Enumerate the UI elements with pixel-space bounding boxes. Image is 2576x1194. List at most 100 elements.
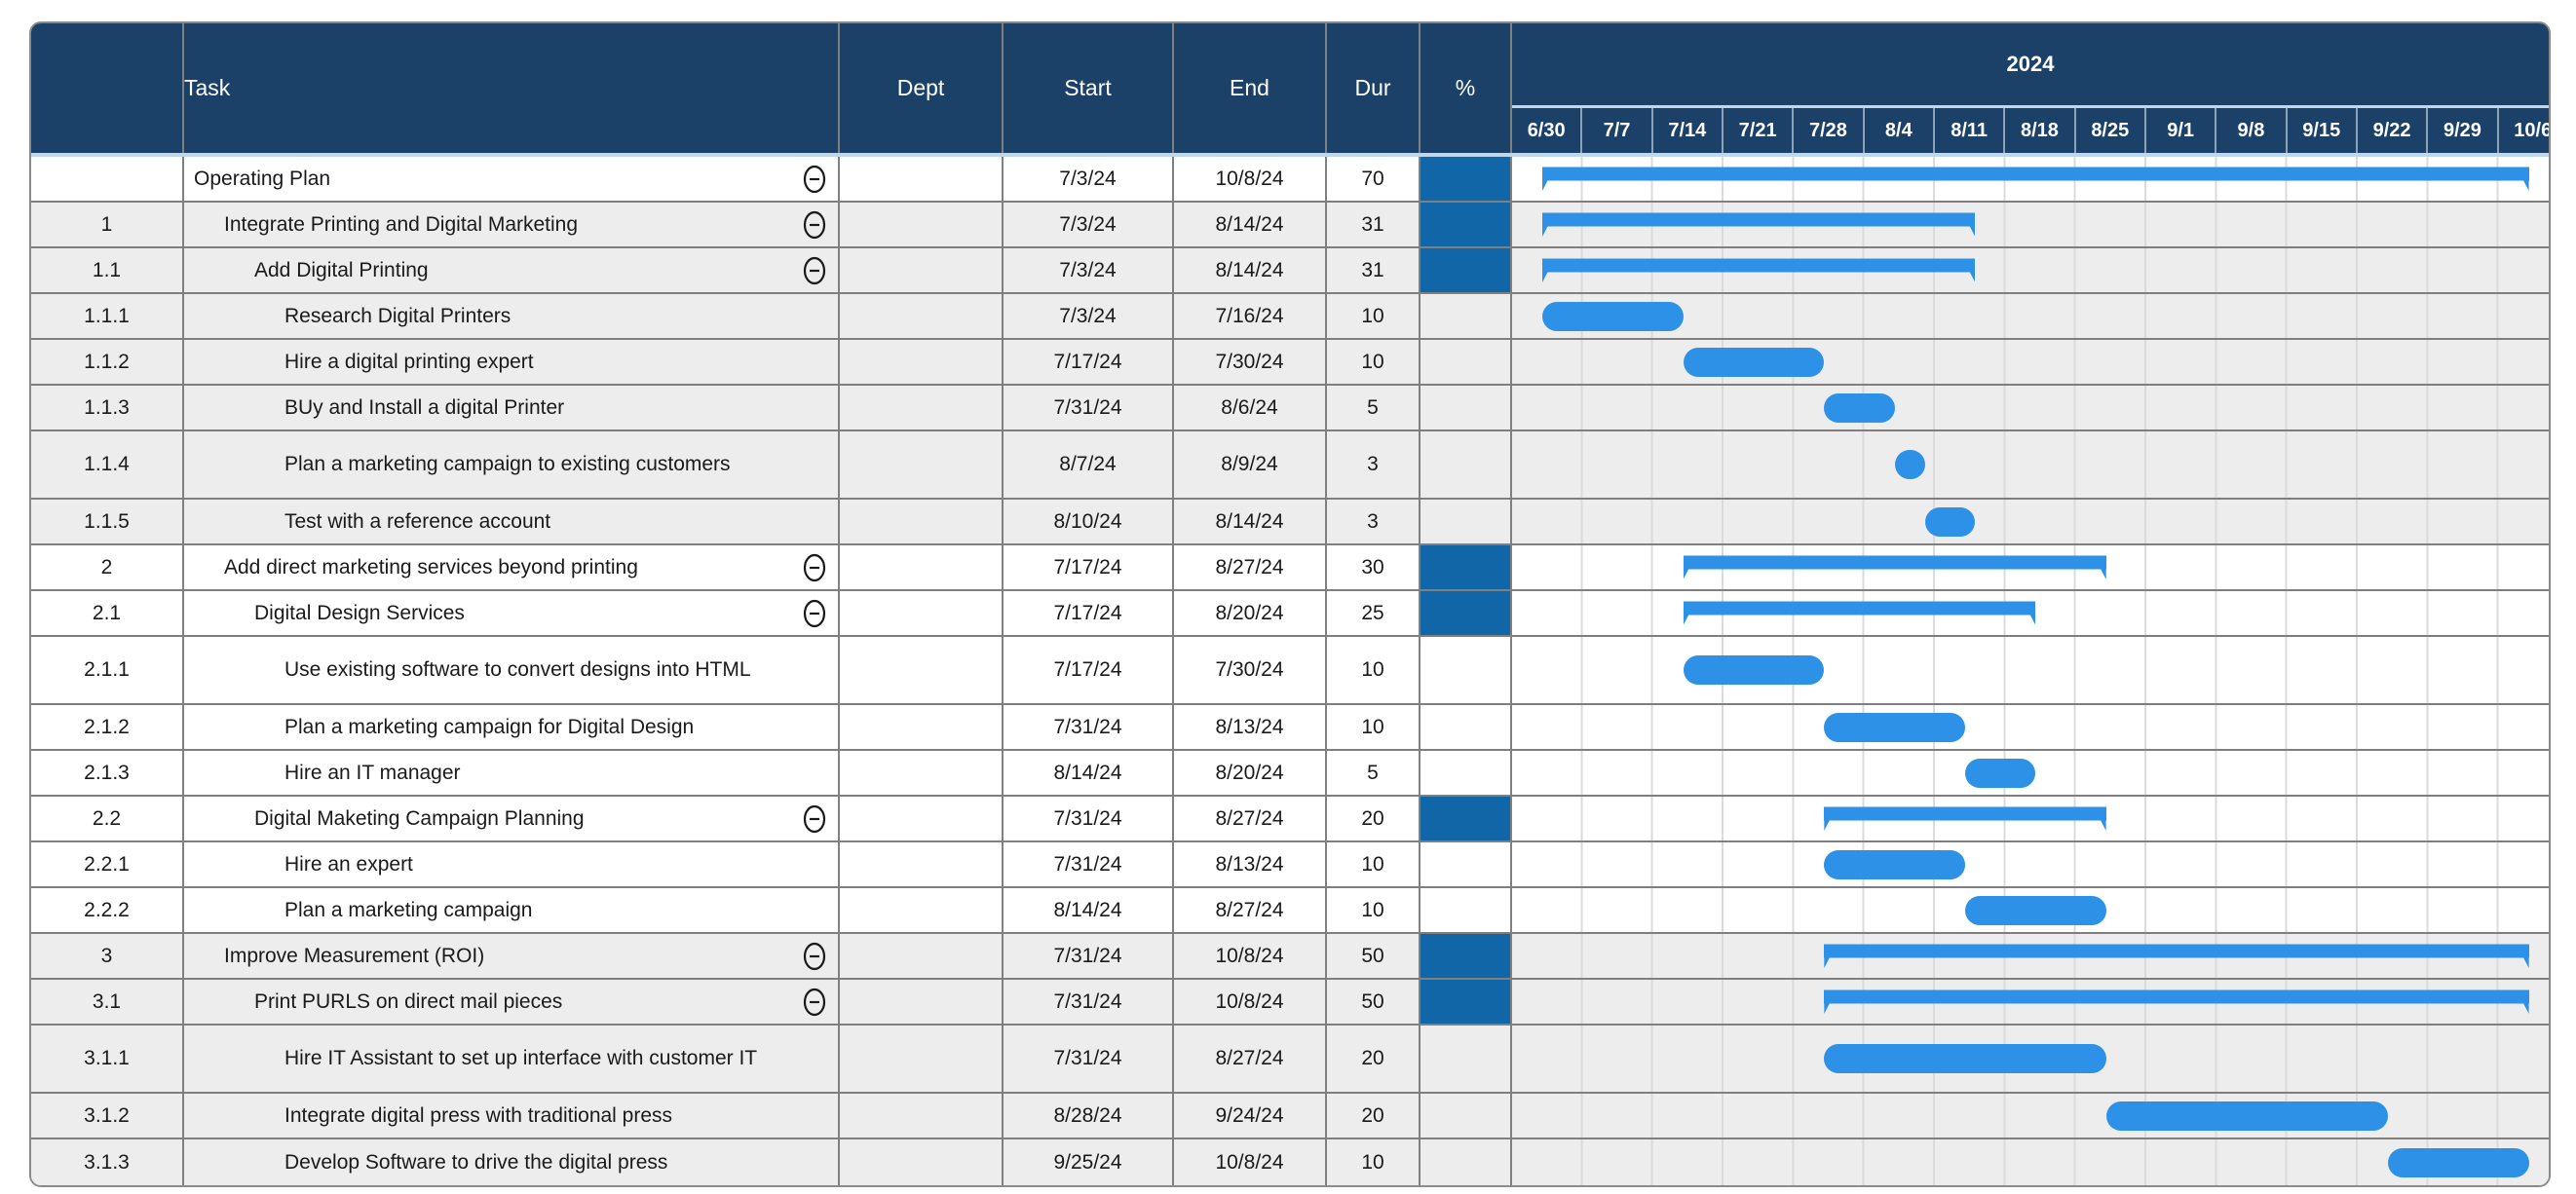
cell-task-id: 2.1.1 [31,637,184,703]
collapse-minus-icon[interactable] [803,942,826,971]
gantt-bar-task[interactable] [1824,849,1965,879]
collapse-minus-icon[interactable] [803,804,826,834]
percent-complete-fill [1421,203,1510,246]
cell-gantt-timeline [1512,637,2549,703]
cell-gantt-timeline [1512,751,2549,795]
table-row: 1.1 Add Digital Printing 7/3/24 8/14/24 … [31,248,2549,294]
cell-end-date: 8/13/24 [1174,705,1327,749]
cell-end-date: 7/16/24 [1174,294,1327,338]
cell-gantt-timeline [1512,1139,2549,1185]
cell-start-date: 7/31/24 [1004,797,1174,840]
gantt-project-table: Task Dept Start End Dur % 2024 6/30 7/7 7/… [29,21,2551,1187]
cell-gantt-timeline [1512,705,2549,749]
task-name-label: Improve Measurement (ROI) [224,944,485,967]
table-row: 3.1.3 Develop Software to drive the digi… [31,1139,2549,1185]
cell-end-date: 8/20/24 [1174,751,1327,795]
gantt-bar-summary[interactable] [1683,555,2106,579]
gantt-bar-task[interactable] [1965,758,2036,788]
gantt-bar-summary[interactable] [1824,806,2106,831]
cell-dept [840,705,1004,749]
cell-start-date: 7/17/24 [1004,545,1174,589]
cell-end-date: 10/8/24 [1174,934,1327,978]
gantt-bar-task[interactable] [1824,392,1895,423]
cell-percent-complete [1421,797,1512,840]
cell-start-date: 7/31/24 [1004,842,1174,886]
gantt-bar-summary[interactable] [1542,258,1976,282]
cell-task-name: Research Digital Printers [184,294,840,338]
cell-gantt-timeline [1512,888,2549,932]
cell-task-id [31,157,184,201]
collapse-minus-icon[interactable] [803,210,826,240]
table-row: 1.1.4 Plan a marketing campaign to exist… [31,431,2549,500]
cell-task-name: Develop Software to drive the digital pr… [184,1139,840,1185]
gantt-bar-summary[interactable] [1542,212,1976,237]
gantt-bar-task[interactable] [1924,506,1976,537]
cell-duration: 20 [1327,1094,1421,1138]
task-name-label: Integrate digital press with traditional… [284,1103,673,1127]
cell-gantt-timeline [1512,980,2549,1024]
gantt-bar-summary[interactable] [1542,167,2529,191]
header-pct: % [1421,23,1512,153]
gantt-bar-task[interactable] [1683,347,1825,377]
cell-start-date: 8/28/24 [1004,1094,1174,1138]
cell-percent-complete [1421,591,1512,635]
cell-end-date: 10/8/24 [1174,1139,1327,1185]
cell-task-name: Plan a marketing campaign [184,888,840,932]
collapse-minus-icon[interactable] [803,165,826,194]
table-row: 2.1 Digital Design Services 7/17/24 8/20… [31,591,2549,637]
cell-gantt-timeline [1512,431,2549,498]
collapse-minus-icon[interactable] [803,599,826,628]
task-name-label: Hire IT Assistant to set up interface wi… [284,1047,758,1069]
cell-dept [840,340,1004,384]
gantt-bar-task[interactable] [1824,1044,2106,1073]
cell-percent-complete [1421,751,1512,795]
week-tick-label: 7/28 [1794,108,1865,153]
cell-duration: 31 [1327,248,1421,292]
week-tick-label: 9/1 [2146,108,2217,153]
cell-duration: 30 [1327,545,1421,589]
cell-percent-complete [1421,545,1512,589]
collapse-minus-icon[interactable] [803,988,826,1017]
cell-task-name: Improve Measurement (ROI) [184,934,840,978]
cell-end-date: 8/20/24 [1174,591,1327,635]
week-tick-label: 8/18 [2005,108,2076,153]
gantt-bar-task[interactable] [2105,1101,2388,1131]
cell-task-id: 1.1.1 [31,294,184,338]
header-dur: Dur [1327,23,1421,153]
week-tick-label: 9/8 [2216,108,2288,153]
task-name-label: BUy and Install a digital Printer [284,395,565,419]
cell-task-id: 2 [31,545,184,589]
gantt-bar-task[interactable] [1542,301,1684,331]
gantt-bar-summary[interactable] [1824,989,2529,1014]
cell-dept [840,842,1004,886]
cell-duration: 25 [1327,591,1421,635]
task-name-label: Integrate Printing and Digital Marketing [224,212,579,236]
cell-task-id: 1.1.2 [31,340,184,384]
summary-bar-body [1542,212,1976,226]
collapse-minus-icon[interactable] [803,553,826,582]
cell-percent-complete [1421,294,1512,338]
table-row: 3.1.1 Hire IT Assistant to set up interf… [31,1026,2549,1094]
cell-start-date: 7/3/24 [1004,203,1174,246]
percent-complete-fill [1421,934,1510,978]
summary-bar-body [1542,258,1976,272]
cell-gantt-timeline [1512,1094,2549,1138]
table-row: 1.1.2 Hire a digital printing expert 7/1… [31,340,2549,386]
cell-end-date: 8/27/24 [1174,545,1327,589]
gantt-bar-task[interactable] [1683,655,1825,685]
gantt-bar-task[interactable] [1965,895,2106,925]
collapse-minus-icon[interactable] [803,256,826,285]
gantt-bar-task[interactable] [1824,712,1965,742]
table-row: 3.1 Print PURLS on direct mail pieces 7/… [31,980,2549,1026]
gantt-bar-summary[interactable] [1824,944,2529,968]
cell-dept [840,203,1004,246]
gantt-bar-summary[interactable] [1683,601,2036,625]
cell-start-date: 7/3/24 [1004,248,1174,292]
gantt-bar-task[interactable] [1894,450,1925,479]
gantt-bar-task[interactable] [2388,1147,2529,1177]
summary-bar-body [1824,944,2529,957]
cell-end-date: 8/14/24 [1174,500,1327,543]
cell-gantt-timeline [1512,248,2549,292]
cell-duration: 3 [1327,500,1421,543]
percent-complete-fill [1421,545,1510,589]
